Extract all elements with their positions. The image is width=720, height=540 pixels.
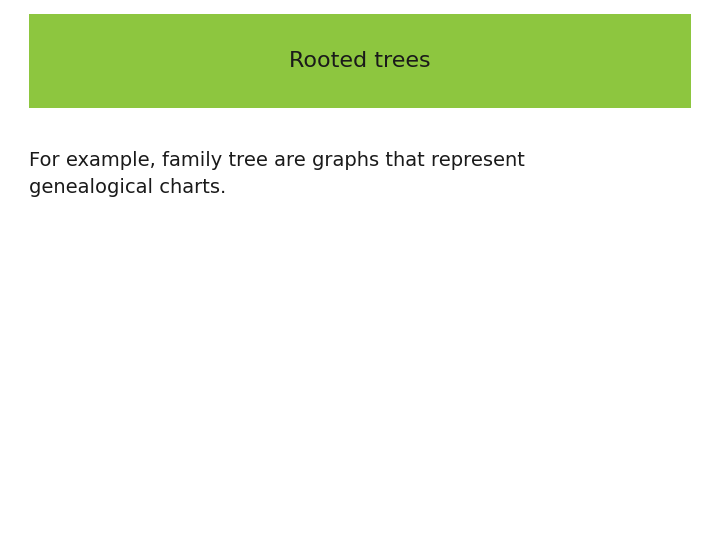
Text: For example, family tree are graphs that represent
genealogical charts.: For example, family tree are graphs that… bbox=[29, 151, 525, 197]
Text: Rooted trees: Rooted trees bbox=[289, 51, 431, 71]
FancyBboxPatch shape bbox=[29, 14, 691, 108]
